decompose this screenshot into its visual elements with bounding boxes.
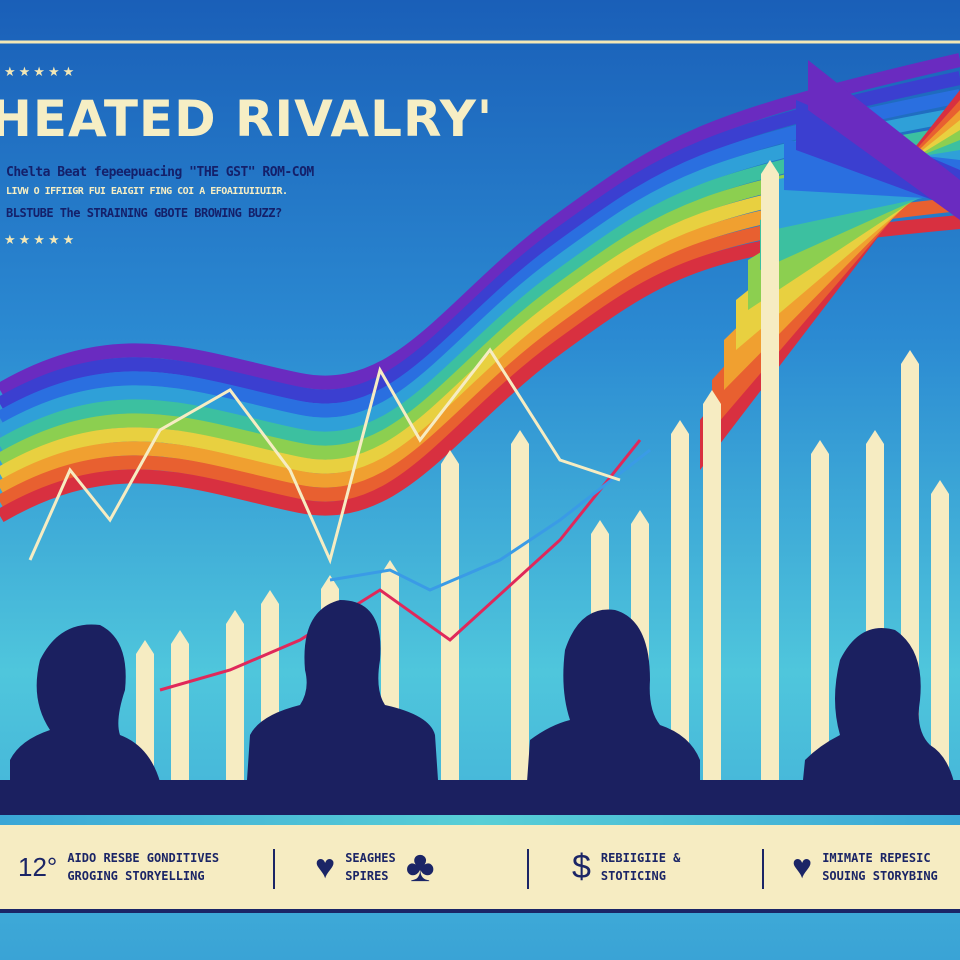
diagonal-band bbox=[808, 60, 960, 220]
arrow-pillar bbox=[761, 160, 779, 790]
rainbow-waves bbox=[0, 53, 960, 523]
trend-line-blue bbox=[329, 448, 651, 592]
dollar-icon: $ bbox=[572, 848, 591, 886]
banner-item-2-line-1: SEAGHES bbox=[345, 851, 396, 865]
banner-item-3-line-1: REBIIGIIE & bbox=[600, 851, 681, 865]
person-silhouette-4 bbox=[800, 628, 958, 810]
heart-icon: ♥ bbox=[792, 848, 813, 886]
subtitle-line-2: LIVW O IFFIIGR FUI EAIGIT FING COI A EFO… bbox=[6, 186, 288, 197]
banner-item-3-line-2: STOTICING bbox=[600, 869, 666, 883]
person-silhouette-3 bbox=[525, 609, 700, 810]
banner-item-4-line-1: IMIMATE REPESIC bbox=[822, 851, 931, 865]
heart-icon: ♥ bbox=[315, 848, 336, 886]
trend-line-red bbox=[159, 439, 642, 692]
banner-item-2-line-2: SPIRES bbox=[345, 869, 389, 883]
arrow-pillar bbox=[511, 430, 529, 790]
banner-item-1-line-1: AIDO RESBE GONDITIVES bbox=[67, 851, 220, 865]
arrow-pillar bbox=[671, 420, 689, 790]
banner-item-2: ♥ SEAGHES SPIRES ♣ bbox=[315, 825, 435, 909]
wave-band bbox=[0, 179, 960, 495]
banner-item-4: ♥ IMIMATE REPESIC SOUING STORYBING bbox=[792, 825, 938, 909]
banner-item-1-line-2: GROGING STORYELLING bbox=[67, 869, 205, 883]
wave-band bbox=[0, 71, 960, 411]
wave-band bbox=[0, 143, 960, 467]
banner-item-3: $ REBIIGIIE & STOTICING bbox=[572, 825, 680, 909]
person-silhouette-1 bbox=[10, 624, 165, 810]
desk bbox=[0, 780, 960, 815]
number-icon: 12° bbox=[18, 852, 58, 882]
stars-top: ★★★★★ bbox=[4, 64, 78, 79]
arrow-pillar bbox=[171, 630, 189, 790]
arrow-pillar bbox=[931, 480, 949, 790]
stars-bottom: ★★★★★ bbox=[4, 232, 78, 247]
person-silhouette-2 bbox=[245, 600, 440, 810]
banner-band bbox=[0, 815, 960, 825]
wave-band bbox=[0, 197, 960, 509]
divider bbox=[273, 849, 275, 889]
arrow-pillar bbox=[441, 450, 459, 790]
wave-band bbox=[0, 161, 960, 481]
arrow-pillar bbox=[703, 390, 721, 790]
wave-band bbox=[0, 215, 960, 523]
subtitle-line-3: BLSTUBE The STRAINING GBOTE BROWING BUZZ… bbox=[6, 206, 282, 220]
divider bbox=[527, 849, 529, 889]
wave-band bbox=[0, 89, 960, 425]
arrow-pillar bbox=[811, 440, 829, 790]
subtitle-line-1: Chelta Beat fepeepuacing "THE GST" ROM-C… bbox=[6, 165, 314, 180]
banner-item-4-line-2: SOUING STORYBING bbox=[822, 869, 938, 883]
banner-item-1: 12° AIDO RESBE GONDITIVES GROGING STORYEL… bbox=[18, 825, 219, 909]
wave-band bbox=[0, 125, 960, 453]
wave-band bbox=[0, 107, 960, 439]
club-icon: ♣ bbox=[405, 842, 435, 891]
poster-title: HEATED RIVALRY' bbox=[0, 90, 494, 148]
trend-line-cream bbox=[28, 347, 621, 565]
arrow-pillar bbox=[226, 610, 244, 790]
info-banner: 12° AIDO RESBE GONDITIVES GROGING STORYEL… bbox=[0, 825, 960, 913]
wave-band bbox=[0, 53, 960, 397]
divider bbox=[762, 849, 764, 889]
silhouettes bbox=[0, 600, 960, 815]
